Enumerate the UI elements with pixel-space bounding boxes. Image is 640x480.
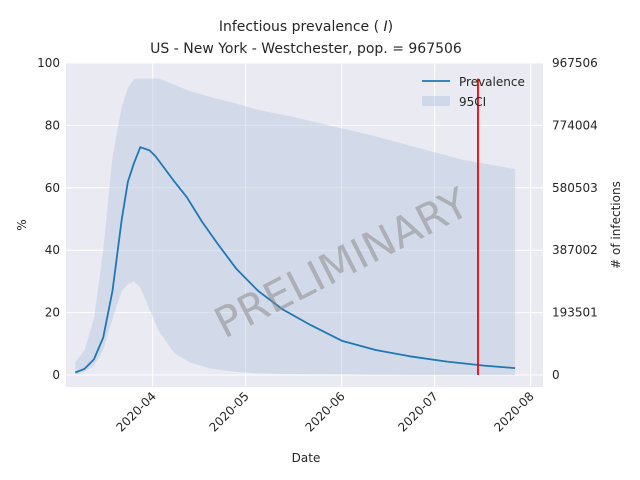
y-right-tick-label: 0 xyxy=(552,368,560,382)
x-tick-label: 2020-04 xyxy=(113,389,158,434)
y-tick-label: 20 xyxy=(45,306,60,320)
chart-title-rest: ) xyxy=(388,19,393,35)
y-axis-right-label: # of infections xyxy=(609,181,623,269)
y-tick-label: 0 xyxy=(52,368,60,382)
x-tick-label: 2020-06 xyxy=(302,389,347,434)
x-tick-label: 2020-08 xyxy=(491,389,536,434)
y-right-tick-label: 967506 xyxy=(552,56,598,70)
chart-title-line1: Infectious prevalence ( xyxy=(219,19,379,35)
prevalence-line xyxy=(74,146,516,374)
ci-band xyxy=(75,78,516,375)
marks xyxy=(74,78,516,375)
plot-background xyxy=(66,63,543,387)
chart-title: Infectious prevalence ( I) xyxy=(219,19,393,35)
legend-ci-swatch xyxy=(422,96,450,106)
chart-subtitle: US - New York - Westchester, pop. = 9675… xyxy=(150,41,462,57)
y-right-tick-label: 580503 xyxy=(552,181,598,195)
chart-title-italic-i: I xyxy=(384,19,388,35)
x-tick-label: 2020-05 xyxy=(206,389,251,434)
y-right-tick-label: 387002 xyxy=(552,243,598,257)
y-right-tick-label: 774004 xyxy=(552,118,598,132)
y-tick-label: 60 xyxy=(45,181,60,195)
legend-prevalence-label: Prevalence xyxy=(459,75,525,89)
legend: Prevalence 95CI xyxy=(422,75,525,109)
y-right-tick-label: 193501 xyxy=(552,306,598,320)
y-axis-label: % xyxy=(15,219,29,230)
y-tick-label: 100 xyxy=(37,56,60,70)
x-tick-label: 2020-07 xyxy=(395,389,440,434)
y-tick-label: 40 xyxy=(45,243,60,257)
grid xyxy=(66,62,543,387)
y-tick-label: 80 xyxy=(45,118,60,132)
legend-ci-label: 95CI xyxy=(459,95,486,109)
x-axis-label: Date xyxy=(292,451,321,465)
